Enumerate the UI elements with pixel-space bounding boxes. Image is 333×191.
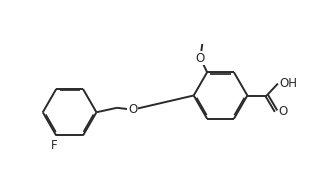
Text: OH: OH bbox=[279, 77, 297, 90]
Text: O: O bbox=[196, 52, 205, 65]
Text: O: O bbox=[128, 103, 137, 116]
Text: O: O bbox=[279, 105, 288, 118]
Text: F: F bbox=[51, 139, 58, 152]
